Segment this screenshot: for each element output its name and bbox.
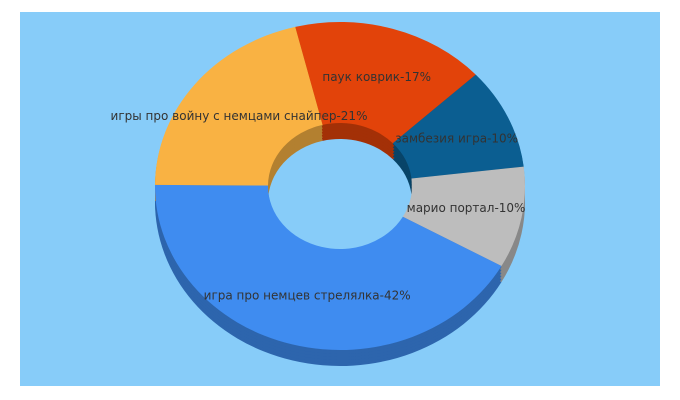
slice xyxy=(392,74,524,179)
slice-name: марио портал xyxy=(407,201,495,215)
slice-name: игра про немцев стрелялка xyxy=(204,288,380,302)
slice xyxy=(154,184,502,350)
slice-name: паук коврик xyxy=(322,70,400,84)
slice xyxy=(295,21,476,144)
slice-value-label: -42% xyxy=(380,288,411,302)
slice-value-label: -10% xyxy=(494,201,525,215)
slice-label: игра про немцев стрелялка-42% xyxy=(204,288,411,302)
slice-value-label: -21% xyxy=(336,108,367,122)
slice-label: марио портал-10% xyxy=(407,201,526,215)
slice-name: замбезия игра xyxy=(395,131,487,145)
slice-label: паук коврик-17% xyxy=(322,70,431,84)
slice xyxy=(155,26,323,186)
slice-label: игры про войну с немцами снайпер-21% xyxy=(111,108,368,122)
slice-label: замбезия игра-10% xyxy=(395,131,518,145)
slice-value-label: -10% xyxy=(487,131,518,145)
slice-name: игры про войну с немцами снайпер xyxy=(111,108,337,122)
slice-value-label: -17% xyxy=(400,70,431,84)
slice xyxy=(402,166,525,267)
